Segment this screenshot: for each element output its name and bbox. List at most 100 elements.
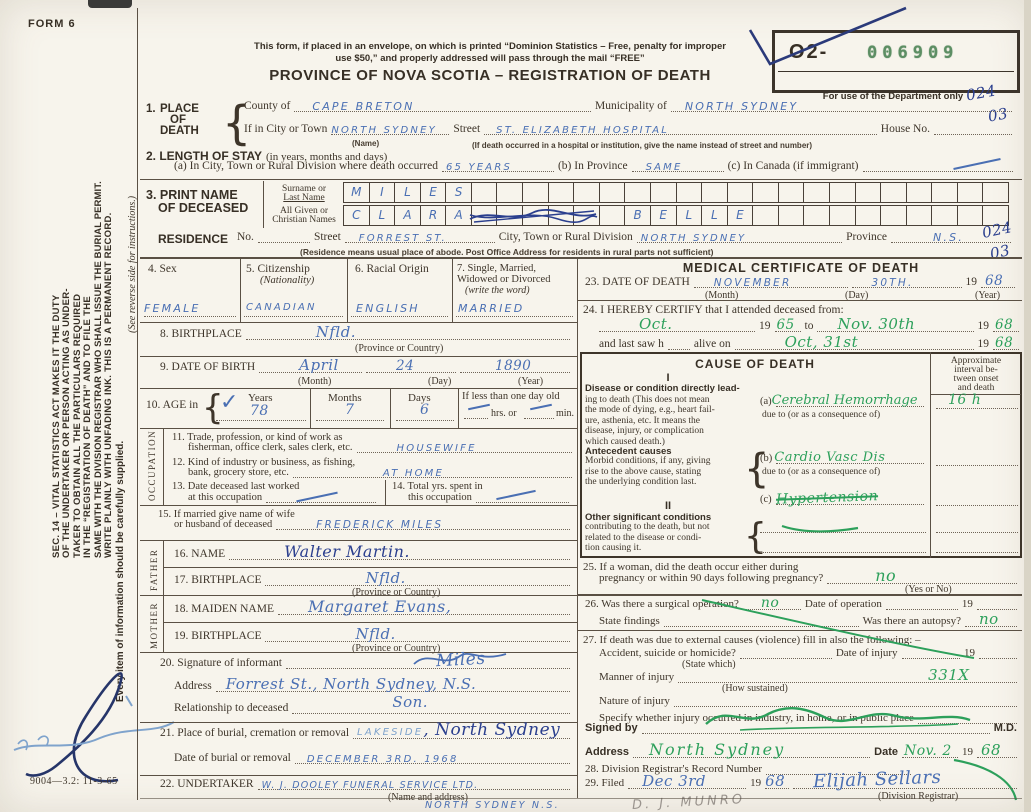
field-accident: Accident, suicide or homicide? Date of i… [597,647,1019,659]
trade-value: HOUSEWIFE [396,443,477,454]
spouse-line: FREDERICK MILES [276,519,570,531]
rule-below-14 [140,505,577,507]
registrar-signature-line: Elijah Sellars [793,767,1017,792]
record-number-line [766,771,911,775]
city-line: NORTH SYDNEY [331,125,450,136]
autopsy-line: no [965,610,1017,628]
dob-year-line: 1890 [460,358,570,374]
marital-dotline [456,316,573,317]
field-city-street: If in City or Town NORTH SYDNEY Street S… [242,123,1014,136]
marital-value: MARRIED [458,302,525,315]
municipality-value: NORTH SYDNEY [684,100,799,113]
dob-month-caption: (Month) [298,376,332,387]
interval-header-rule [931,394,1021,395]
mother-box-line [163,595,165,652]
stay-canada-line [862,158,1013,172]
cause-of-death-box [580,352,1022,558]
how-sustained-caption: (How sustained) [722,683,788,694]
citizenship-dotline [244,316,343,317]
name-letter-box [752,206,778,225]
surname-label-1: Surname or [281,184,327,194]
name-letter-box [547,183,574,202]
rule-below-19 [140,652,577,654]
form-number: FORM 6 [28,18,76,30]
scan-right-edge [1024,0,1031,812]
marital-label-1: 7. Single, Married, [457,263,537,274]
age-label: 10. AGE in [146,399,199,411]
informant-address-line: Forrest St., North Sydney, N.S. [215,675,570,693]
sex-label: 4. Sex [148,263,177,275]
cause-para-1: Disease or condition directly lead- ing … [585,383,740,447]
dob-month-value: April [299,356,339,374]
attended-from-year-line: 65 [774,317,801,333]
sep-days-less [458,388,460,428]
checkmark-stroke [748,6,907,66]
dod-year-caption: (Year) [975,290,1001,301]
name-letter-box: L [701,206,727,225]
department-caption: For use of the Department only [822,91,964,102]
field-father-birthplace: 17. BIRTHPLACE Nfld. [172,569,572,587]
stay-province-line: SAME [631,162,724,173]
street-value: ST. ELIZABETH HOSPITAL [496,125,670,136]
dod-year-line: 68 [981,273,1015,289]
field-undertaker: 22. UNDERTAKER W. J. DOOLEY FUNERAL SERV… [158,778,572,791]
total-years-line [475,489,569,503]
interval-a-dotline [936,408,1018,409]
dob-month-line: April [259,356,362,374]
filed-date-line: Dec 3rd [628,772,747,790]
rule-below-8 [140,356,577,358]
dod-month-value: NOVEMBER [713,277,792,289]
stay-city-line: 65 YEARS [441,162,554,173]
industry-line: AT HOME [292,468,572,479]
cause-b-due-label: due to (or as a consequence of) [762,467,881,477]
cause-other-brace: { [744,516,767,557]
rule-above-name [140,179,1022,181]
name-letter-box: E [726,206,753,225]
rule-below-25 [577,594,1022,596]
physician-year-line: 68 [977,741,1017,759]
cause-a-row: (a) Cerebral Hemorrhage [758,393,926,408]
field-mother-name: 18. MAIDEN NAME Margaret Evans, [172,597,572,616]
stay-city-value: 65 YEARS [445,162,513,173]
age-years-value: 78 [250,403,269,419]
field-length-of-stay: (a) In City, Town or Rural Division wher… [172,158,1015,173]
burial-date-value: DECEMBER 3RD. 1968 [306,754,459,765]
sep-5-6 [347,257,349,322]
dod-day-line: 30TH. [851,277,962,289]
field-relationship: Relationship to deceased Son. [172,693,572,714]
stay-canada-dash [952,158,1001,170]
name-letter-box [828,206,855,225]
injury-location-line [917,720,1017,724]
filed-year-line: 68 [765,772,790,790]
print-code: 9004—3.2: 11-3-65 [30,776,118,787]
sep-4-5 [240,257,242,322]
interval-header-2: interval be- [954,365,998,375]
operation-year-line [976,606,1017,610]
attended-to-year-line: 68 [993,317,1020,333]
undertaker-caption: (Name and address) [388,792,468,803]
last-worked-line [266,491,376,503]
cause-c-row: (c) Hypertension [758,488,926,508]
surname-label-2: Last Name [283,193,325,203]
interval-column-line [930,352,932,558]
min-dash [530,403,552,411]
s12-label-1: 12. Kind of industry or business, as fis… [172,457,356,468]
rule-below-17 [140,595,577,597]
name-letter-box: S [445,183,471,202]
dod-month-caption: (Month) [705,290,739,301]
marital-label-2: Widowed or Divorced [457,274,551,285]
cause-b-row: (b) Cardio Vasc Dis [758,450,926,465]
father-name-value: Walter Martin. [284,542,410,561]
name-letter-box [675,183,702,202]
name-letter-box [931,206,957,225]
name-letter-box: E [649,206,676,225]
residence-title: RESIDENCE [158,232,229,246]
name-letter-box: E [419,183,446,202]
residence-province-line: N.S. [891,231,1011,244]
rule-below-26 [577,630,1022,631]
name-letter-box [701,183,727,202]
residence-street-line: FORREST ST. [344,233,495,244]
name-letter-box [598,206,625,225]
green-corner-flourish [953,758,1018,801]
